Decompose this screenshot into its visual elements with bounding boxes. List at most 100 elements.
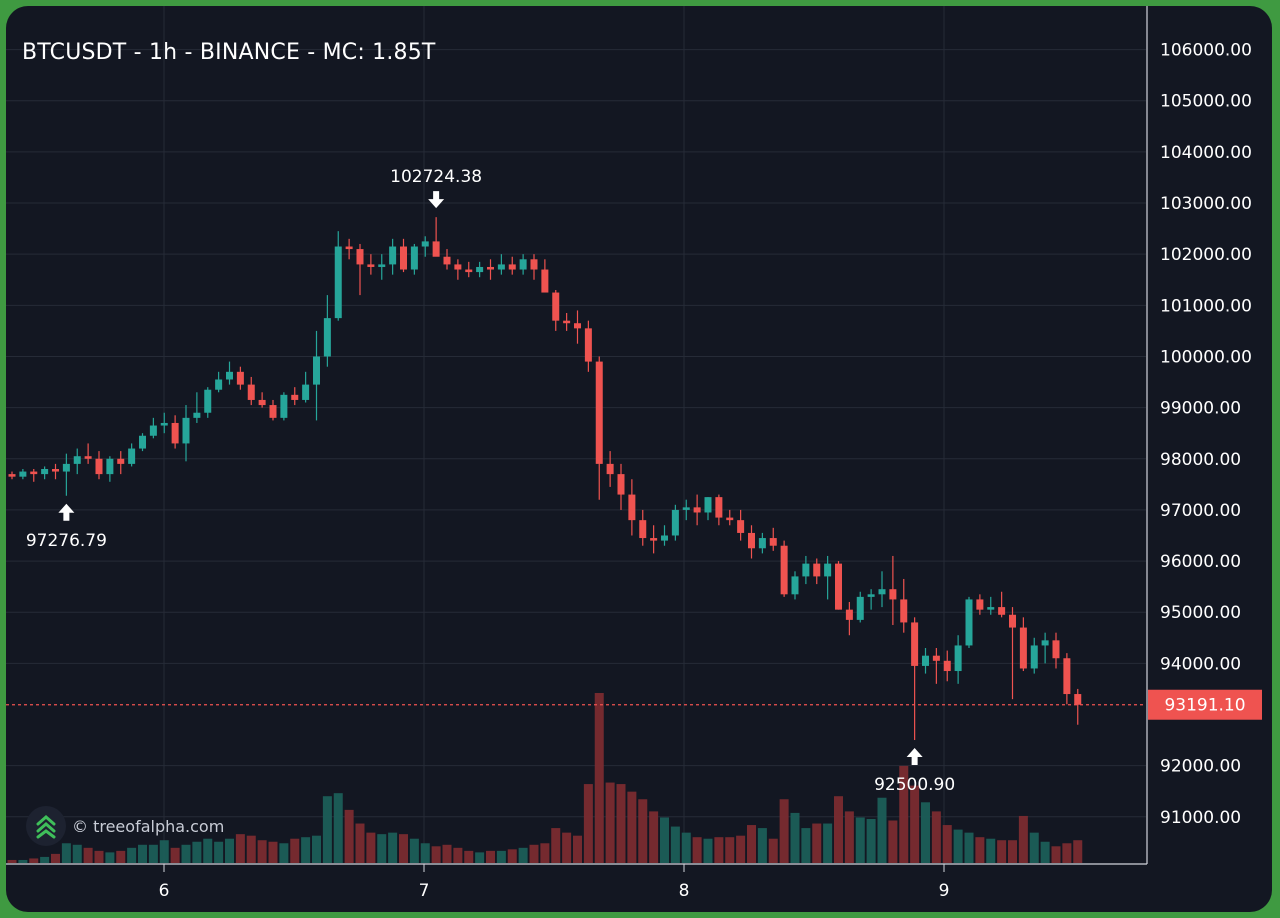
volume-bar (736, 835, 746, 863)
candle-body (421, 241, 429, 247)
volume-bar (181, 844, 191, 863)
volume-bar (834, 796, 843, 863)
candle-body (1041, 640, 1049, 646)
volume-bar (51, 853, 60, 863)
volume-bar (61, 843, 71, 863)
volume-bar (475, 852, 485, 863)
candle-body (356, 249, 364, 265)
candle-body (1030, 645, 1038, 669)
x-tick-label: 7 (419, 881, 430, 901)
volume-bar (921, 802, 930, 863)
volume-bar (105, 852, 115, 863)
volume-bar (420, 843, 430, 863)
volume-bar (18, 859, 28, 863)
volume-bar (910, 785, 920, 863)
candle-body (541, 269, 549, 293)
volume-bar (246, 835, 256, 863)
volume-bar (1062, 843, 1072, 863)
low-arrow-icon (58, 503, 75, 521)
candle-body (258, 399, 266, 406)
y-tick-label: 100000.00 (1160, 347, 1252, 367)
candle-body (965, 599, 973, 646)
volume-bar (975, 837, 985, 863)
candle-body (530, 259, 538, 270)
candle-body (563, 320, 571, 324)
volume-bar (877, 797, 887, 863)
volume-bar (388, 832, 398, 863)
candle-body (41, 469, 49, 475)
volume-bar (322, 796, 332, 863)
high-price-label: 102724.38 (390, 167, 482, 187)
candle-body (8, 474, 16, 477)
candle-body (454, 264, 462, 270)
volume-bar (279, 843, 289, 863)
watermark-text: © treeofalpha.com (72, 816, 225, 836)
volume-bar (148, 844, 158, 863)
volume-bar (290, 838, 300, 863)
candle-body (345, 246, 353, 250)
candle-body (171, 422, 179, 444)
volume-bar (670, 826, 680, 863)
candle-body (313, 356, 320, 385)
volume-bar (888, 820, 898, 863)
candle-body (628, 494, 636, 521)
volume-bar (768, 838, 778, 863)
candle-body (911, 622, 919, 666)
y-tick-label: 105000.00 (1160, 92, 1252, 112)
volume-bar (486, 850, 495, 863)
candle-body (117, 458, 125, 464)
y-tick-label: 94000.00 (1160, 654, 1241, 674)
candle-body (334, 246, 342, 319)
candle-body (682, 507, 690, 510)
volume-bar (801, 828, 811, 863)
candle-body (291, 394, 299, 400)
candle-body (650, 538, 658, 541)
candle-body (52, 469, 59, 472)
candle-body (661, 535, 668, 541)
y-tick-label: 95000.00 (1160, 603, 1241, 623)
volume-bar (692, 837, 702, 863)
volume-bar (790, 812, 800, 863)
candle-body (280, 394, 288, 418)
volume-bar (757, 828, 767, 863)
candle-body (106, 458, 114, 475)
low-arrow-icon (906, 748, 923, 766)
volume-bar (225, 838, 234, 863)
volume-bar (583, 784, 593, 863)
candle-body (606, 463, 614, 475)
chart-title: BTCUSDT - 1h - BINANCE - MC: 1.85T (22, 40, 436, 65)
candle-body (780, 545, 788, 595)
volume-bar (540, 843, 550, 863)
candle-body (160, 422, 168, 426)
volume-bar (127, 847, 137, 863)
volume-bar (7, 859, 17, 863)
volume-bar (844, 811, 854, 863)
candle-body (519, 259, 527, 270)
price-chart[interactable]: 106000.00 105000.00 104000.00 103000.00 1020… (6, 6, 1272, 912)
candle-body (19, 471, 27, 477)
volume-bar (496, 850, 506, 863)
candle-body (269, 405, 277, 418)
candle-body (671, 509, 679, 536)
volume-bar (997, 840, 1007, 863)
candle-body (715, 497, 723, 518)
candle-body (595, 361, 603, 464)
volume-bar (518, 847, 528, 863)
candle-body (552, 292, 560, 321)
candle-body (878, 589, 886, 595)
candle-body (247, 384, 255, 400)
candle-body (323, 318, 331, 357)
volume-bar (779, 799, 789, 863)
candle-body (236, 371, 244, 385)
candle-body (367, 264, 375, 267)
volume-bar (866, 818, 876, 863)
candle-body (302, 384, 310, 400)
candle-body (487, 266, 494, 270)
last-price-label: 93191.10 (1164, 696, 1245, 716)
volume-bar (823, 823, 833, 863)
volume-bar (714, 837, 724, 863)
candle-body (758, 538, 766, 549)
volume-bar (529, 844, 539, 863)
candle-body (943, 660, 951, 672)
volume-bar (40, 856, 50, 863)
